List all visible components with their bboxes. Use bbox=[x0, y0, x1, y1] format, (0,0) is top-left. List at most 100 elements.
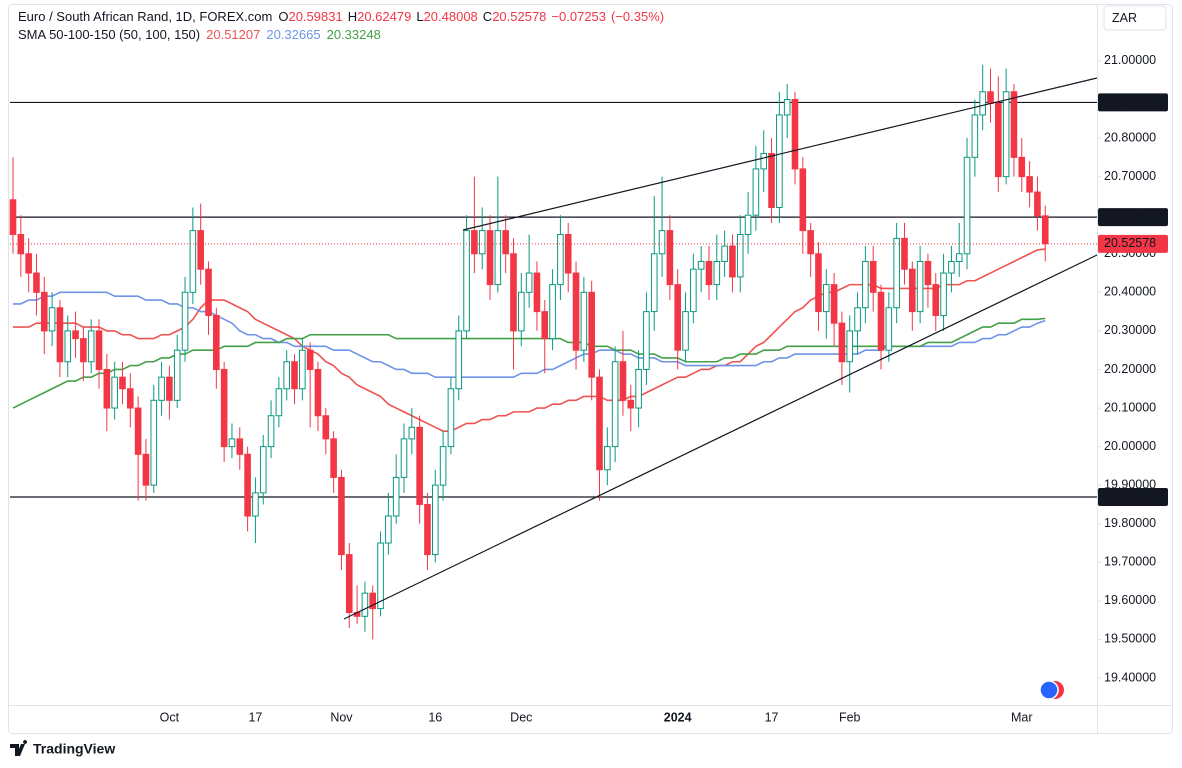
ohlc-value: 20.62479 bbox=[357, 9, 411, 24]
candle-body bbox=[564, 233, 572, 274]
candle-body bbox=[807, 230, 814, 255]
y-tick-label: 20.30000 bbox=[1104, 323, 1156, 337]
candle-body bbox=[1026, 176, 1033, 193]
candle-body bbox=[588, 291, 595, 378]
candle-body bbox=[940, 272, 947, 316]
candle-body bbox=[64, 330, 72, 363]
candle-body bbox=[502, 230, 509, 255]
candle-body bbox=[557, 233, 564, 286]
candle-body bbox=[619, 361, 627, 401]
candle-body bbox=[330, 438, 337, 478]
candle-body bbox=[173, 349, 181, 401]
y-tick-label: 20.00000 bbox=[1104, 439, 1156, 453]
candle-body bbox=[72, 330, 79, 340]
candle-body bbox=[181, 291, 189, 351]
candle-body bbox=[103, 368, 111, 409]
currency-label: ZAR bbox=[1112, 11, 1137, 25]
candle-body bbox=[1010, 91, 1018, 158]
candle-body bbox=[33, 272, 40, 293]
x-tick-label: 2024 bbox=[664, 710, 692, 724]
candle-body bbox=[510, 253, 517, 332]
candle-body bbox=[643, 311, 650, 370]
candle-body bbox=[729, 245, 736, 278]
y-tick-label: 19.60000 bbox=[1104, 593, 1156, 607]
level-label-box bbox=[1098, 208, 1168, 227]
candle-body bbox=[682, 311, 689, 351]
candle-body bbox=[455, 330, 463, 390]
header-ohlc: Euro / South African Rand, 1D, FOREX.com… bbox=[18, 9, 664, 24]
x-tick-label: 17 bbox=[765, 710, 779, 724]
y-tick-label: 19.50000 bbox=[1104, 632, 1156, 646]
candle-body bbox=[690, 268, 697, 313]
candle-body bbox=[697, 260, 705, 270]
y-tick-label: 19.90000 bbox=[1104, 477, 1156, 491]
candle-body bbox=[979, 91, 986, 116]
ohlc-label: H bbox=[348, 9, 357, 24]
y-tick-label: 20.20000 bbox=[1104, 362, 1156, 376]
trend-line bbox=[343, 254, 1098, 620]
candle-body bbox=[963, 156, 971, 255]
candle-body bbox=[134, 407, 142, 455]
candle-body bbox=[150, 399, 158, 486]
candle-body bbox=[995, 102, 1002, 178]
price-axis: 21.0000020.9000020.8000020.7000020.60000… bbox=[1097, 53, 1168, 684]
level-label: 20.89240 bbox=[1104, 95, 1156, 109]
sma-value: 20.51207 bbox=[206, 27, 260, 42]
x-tick-label: Dec bbox=[510, 710, 532, 724]
candle-body bbox=[267, 415, 275, 448]
x-tick-label: Feb bbox=[839, 710, 861, 724]
candle-body bbox=[596, 376, 603, 471]
candle-body bbox=[744, 214, 752, 235]
candle-body bbox=[658, 230, 666, 255]
candle-body bbox=[518, 291, 525, 332]
candle-body bbox=[259, 446, 267, 494]
change: −0.07253 bbox=[551, 9, 606, 24]
candle-body bbox=[1018, 156, 1026, 178]
candle-body bbox=[478, 230, 486, 255]
ohlc-label: O bbox=[278, 9, 288, 24]
candle-body bbox=[916, 260, 924, 313]
level-label: 19.86941 bbox=[1104, 489, 1156, 503]
candle-body bbox=[838, 322, 846, 363]
candle-body bbox=[220, 368, 228, 448]
level-label: 20.59497 bbox=[1104, 209, 1156, 223]
candle-body bbox=[252, 492, 259, 517]
candle-body bbox=[760, 152, 768, 170]
candle-body bbox=[142, 453, 150, 486]
trend-line bbox=[462, 77, 1098, 231]
y-tick-label: 20.40000 bbox=[1104, 285, 1156, 299]
candle-body bbox=[572, 272, 580, 351]
level-label-box bbox=[1098, 93, 1168, 112]
candle-body bbox=[541, 311, 549, 340]
candle-body bbox=[869, 260, 877, 293]
candle-body bbox=[909, 268, 916, 313]
candle-body bbox=[439, 446, 447, 486]
candle-body bbox=[463, 230, 470, 332]
x-tick-label: 16 bbox=[428, 710, 442, 724]
candle-body bbox=[213, 314, 220, 370]
candle-body bbox=[713, 260, 721, 286]
candle-body bbox=[80, 338, 87, 363]
change-percent: (−0.35%) bbox=[611, 9, 664, 24]
candle-body bbox=[862, 260, 869, 309]
plot-area bbox=[9, 64, 1097, 640]
y-tick-label: 21.00000 bbox=[1104, 53, 1156, 67]
candle-body bbox=[338, 476, 345, 556]
candle-body bbox=[189, 230, 197, 293]
candle-body bbox=[431, 484, 439, 556]
candle-body bbox=[815, 253, 822, 313]
candle-body bbox=[87, 330, 95, 363]
y-tick-label: 20.80000 bbox=[1104, 130, 1156, 144]
candle-body bbox=[1002, 91, 1010, 178]
candle-body bbox=[885, 307, 893, 351]
x-tick-label: Mar bbox=[1011, 710, 1033, 724]
candle-body bbox=[525, 272, 533, 293]
candle-body bbox=[987, 91, 994, 104]
candle-body bbox=[549, 284, 556, 340]
candle-body bbox=[822, 284, 830, 313]
candle-body bbox=[901, 237, 908, 270]
candle-body bbox=[830, 284, 838, 324]
candle-body bbox=[392, 476, 400, 517]
candle-body bbox=[283, 361, 290, 390]
